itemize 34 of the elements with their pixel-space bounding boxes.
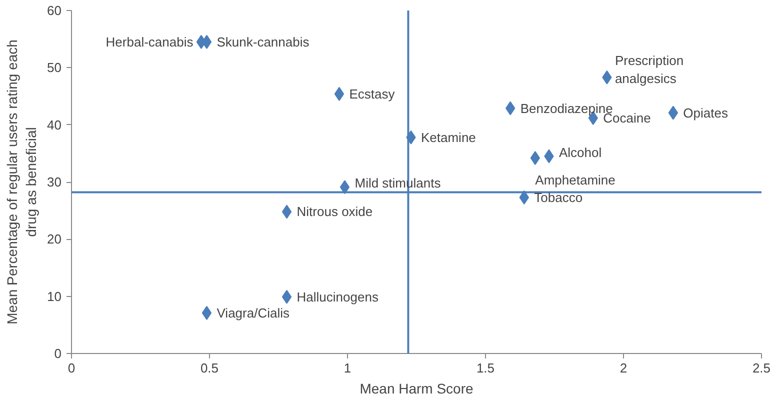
x-tick-label: 2.5 <box>752 360 771 376</box>
y-tick-label: 20 <box>47 232 62 247</box>
annotation: Ketamine <box>420 130 476 145</box>
annotation: Skunk-cannabis <box>216 34 310 50</box>
annotation: Prescription analgesics <box>614 52 684 86</box>
x-tick-label: 2 <box>620 360 628 376</box>
point <box>530 150 540 165</box>
point <box>282 290 292 304</box>
annotation: Amphetamine <box>535 172 616 188</box>
y-tick-label: 30 <box>47 174 62 190</box>
point <box>202 306 212 320</box>
y-axis-title: Mean Percentage of regular users rating each drug as beneficial <box>4 40 40 324</box>
annotation: Herbal-canabis <box>106 34 194 50</box>
point <box>334 86 344 101</box>
point <box>340 180 350 194</box>
x-tick-label: 0 <box>68 360 76 376</box>
point <box>282 204 292 219</box>
x-tick-label: 1.5 <box>476 360 495 376</box>
x-tick-label: 1 <box>344 360 352 376</box>
annotation: Ecstasy <box>349 86 396 102</box>
x-tick-label: 0.5 <box>200 360 219 376</box>
y-tick-label: 0 <box>54 346 62 361</box>
annotation: Hallucinogens <box>296 289 379 304</box>
point <box>668 106 678 120</box>
annotation: Alcohol <box>558 144 602 160</box>
y-tick-label: 10 <box>47 288 62 304</box>
annotation: Tobacco <box>534 190 583 205</box>
annotation: Viagra/Cialis <box>216 305 290 320</box>
y-tick-label: 60 <box>47 3 62 18</box>
annotation: Nitrous oxide <box>296 204 373 220</box>
annotation: Opiates <box>683 105 728 120</box>
x-axis-title: Mean Harm Score <box>360 380 474 396</box>
y-tick-label: 50 <box>47 60 62 76</box>
y-tick-label: 40 <box>47 117 62 132</box>
